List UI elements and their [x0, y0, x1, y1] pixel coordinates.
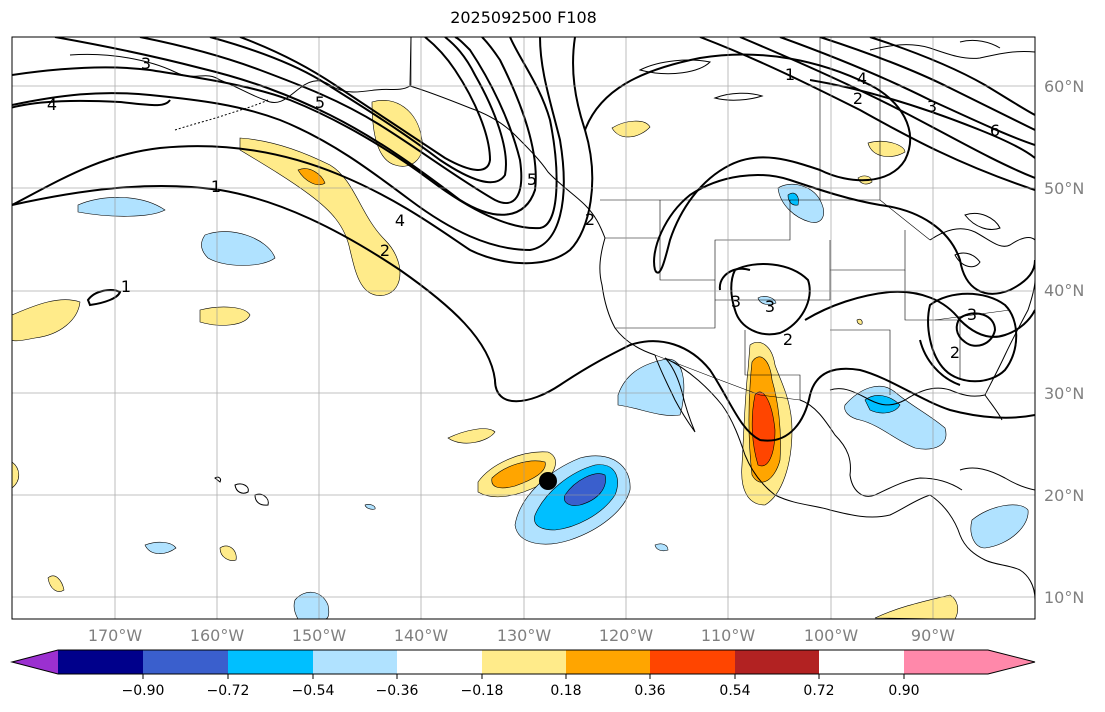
colorbar-tick-label: 0.36: [634, 683, 666, 699]
lon-label-150w: 150°W: [291, 626, 347, 645]
positive-anomaly-shading: [12, 100, 959, 619]
contour-label: 3: [927, 97, 937, 116]
contour-label: 2: [783, 330, 793, 349]
political-boundaries: [410, 37, 1011, 401]
map-title: 2025092500 F108: [450, 8, 597, 27]
colorbar-tick-label: −0.36: [375, 683, 419, 699]
contour-label: 1: [785, 65, 795, 84]
lat-label-40n: 40°N: [1044, 281, 1085, 300]
contour-label: 3: [141, 54, 151, 73]
colorbar-segment: [228, 650, 313, 674]
colorbar: [10, 649, 1036, 679]
lon-label-90w: 90°W: [910, 626, 956, 645]
lon-label-100w: 100°W: [803, 626, 859, 645]
contour-label: 6: [990, 121, 1000, 140]
contour-label: 4: [857, 69, 867, 88]
colorbar-tick-label: 0.72: [803, 683, 835, 699]
contour-label: 3: [731, 292, 741, 311]
lat-label-60n: 60°N: [1044, 77, 1085, 96]
colorbar-extend-max: [988, 650, 1035, 674]
contour-label: 4: [47, 95, 57, 114]
colorbar-tick-label: −0.72: [206, 683, 250, 699]
colorbar-segment: [313, 650, 397, 674]
lon-label-170w: 170°W: [87, 626, 143, 645]
contour-label: 2: [853, 89, 863, 108]
graticule: [12, 37, 1035, 619]
lat-label-50n: 50°N: [1044, 179, 1085, 198]
contour-label: 1: [121, 277, 131, 296]
colorbar-segment: [735, 650, 819, 674]
contour-label: 3: [765, 297, 775, 316]
height-contours: [12, 37, 1035, 442]
colorbar-tick-label: −0.54: [291, 683, 335, 699]
colorbar-tick-label: −0.90: [121, 683, 165, 699]
colorbar-segment: [482, 650, 566, 674]
lat-label-30n: 30°N: [1044, 384, 1085, 403]
contour-label: 2: [585, 210, 595, 229]
colorbar-segment: [650, 650, 735, 674]
lon-label-130w: 130°W: [496, 626, 552, 645]
colorbar-outline: [10, 649, 1036, 675]
colorbar-tick-label: 0.90: [888, 683, 920, 699]
colorbar-tick-label: 0.18: [550, 683, 582, 699]
contour-label: 2: [950, 343, 960, 362]
colorbar-tick-label: −0.18: [460, 683, 504, 699]
lon-label-160w: 160°W: [189, 626, 245, 645]
coastlines: [69, 37, 1035, 601]
contour-label: 2: [380, 241, 390, 260]
colorbar-segment: [397, 650, 482, 674]
contour-label: 1: [211, 177, 221, 196]
colorbar-tick-label: 0.54: [719, 683, 751, 699]
colorbar-segment: [143, 650, 228, 674]
colorbar-extend-min: [12, 650, 58, 674]
lat-label-10n: 10°N: [1044, 588, 1085, 607]
lon-label-110w: 110°W: [700, 626, 756, 645]
colorbar-segment: [566, 650, 650, 674]
lon-label-120w: 120°W: [598, 626, 654, 645]
negative-anomaly-shading: [77, 184, 1029, 619]
contour-label: 3: [967, 305, 977, 324]
colorbar-segment: [58, 650, 143, 674]
contour-label: 5: [527, 170, 537, 189]
colorbar-segment: [904, 650, 988, 674]
lon-label-140w: 140°W: [393, 626, 449, 645]
storm-position-marker: [539, 472, 557, 490]
lat-label-20n: 20°N: [1044, 486, 1085, 505]
contour-label: 5: [315, 93, 325, 112]
contour-label: 4: [395, 211, 405, 230]
contour-labels: 3 4 5 1 2 4 1 2 1 4 2 3 5 6 2 3 3 3 2: [47, 54, 1000, 362]
plot-frame: [11, 36, 1036, 620]
